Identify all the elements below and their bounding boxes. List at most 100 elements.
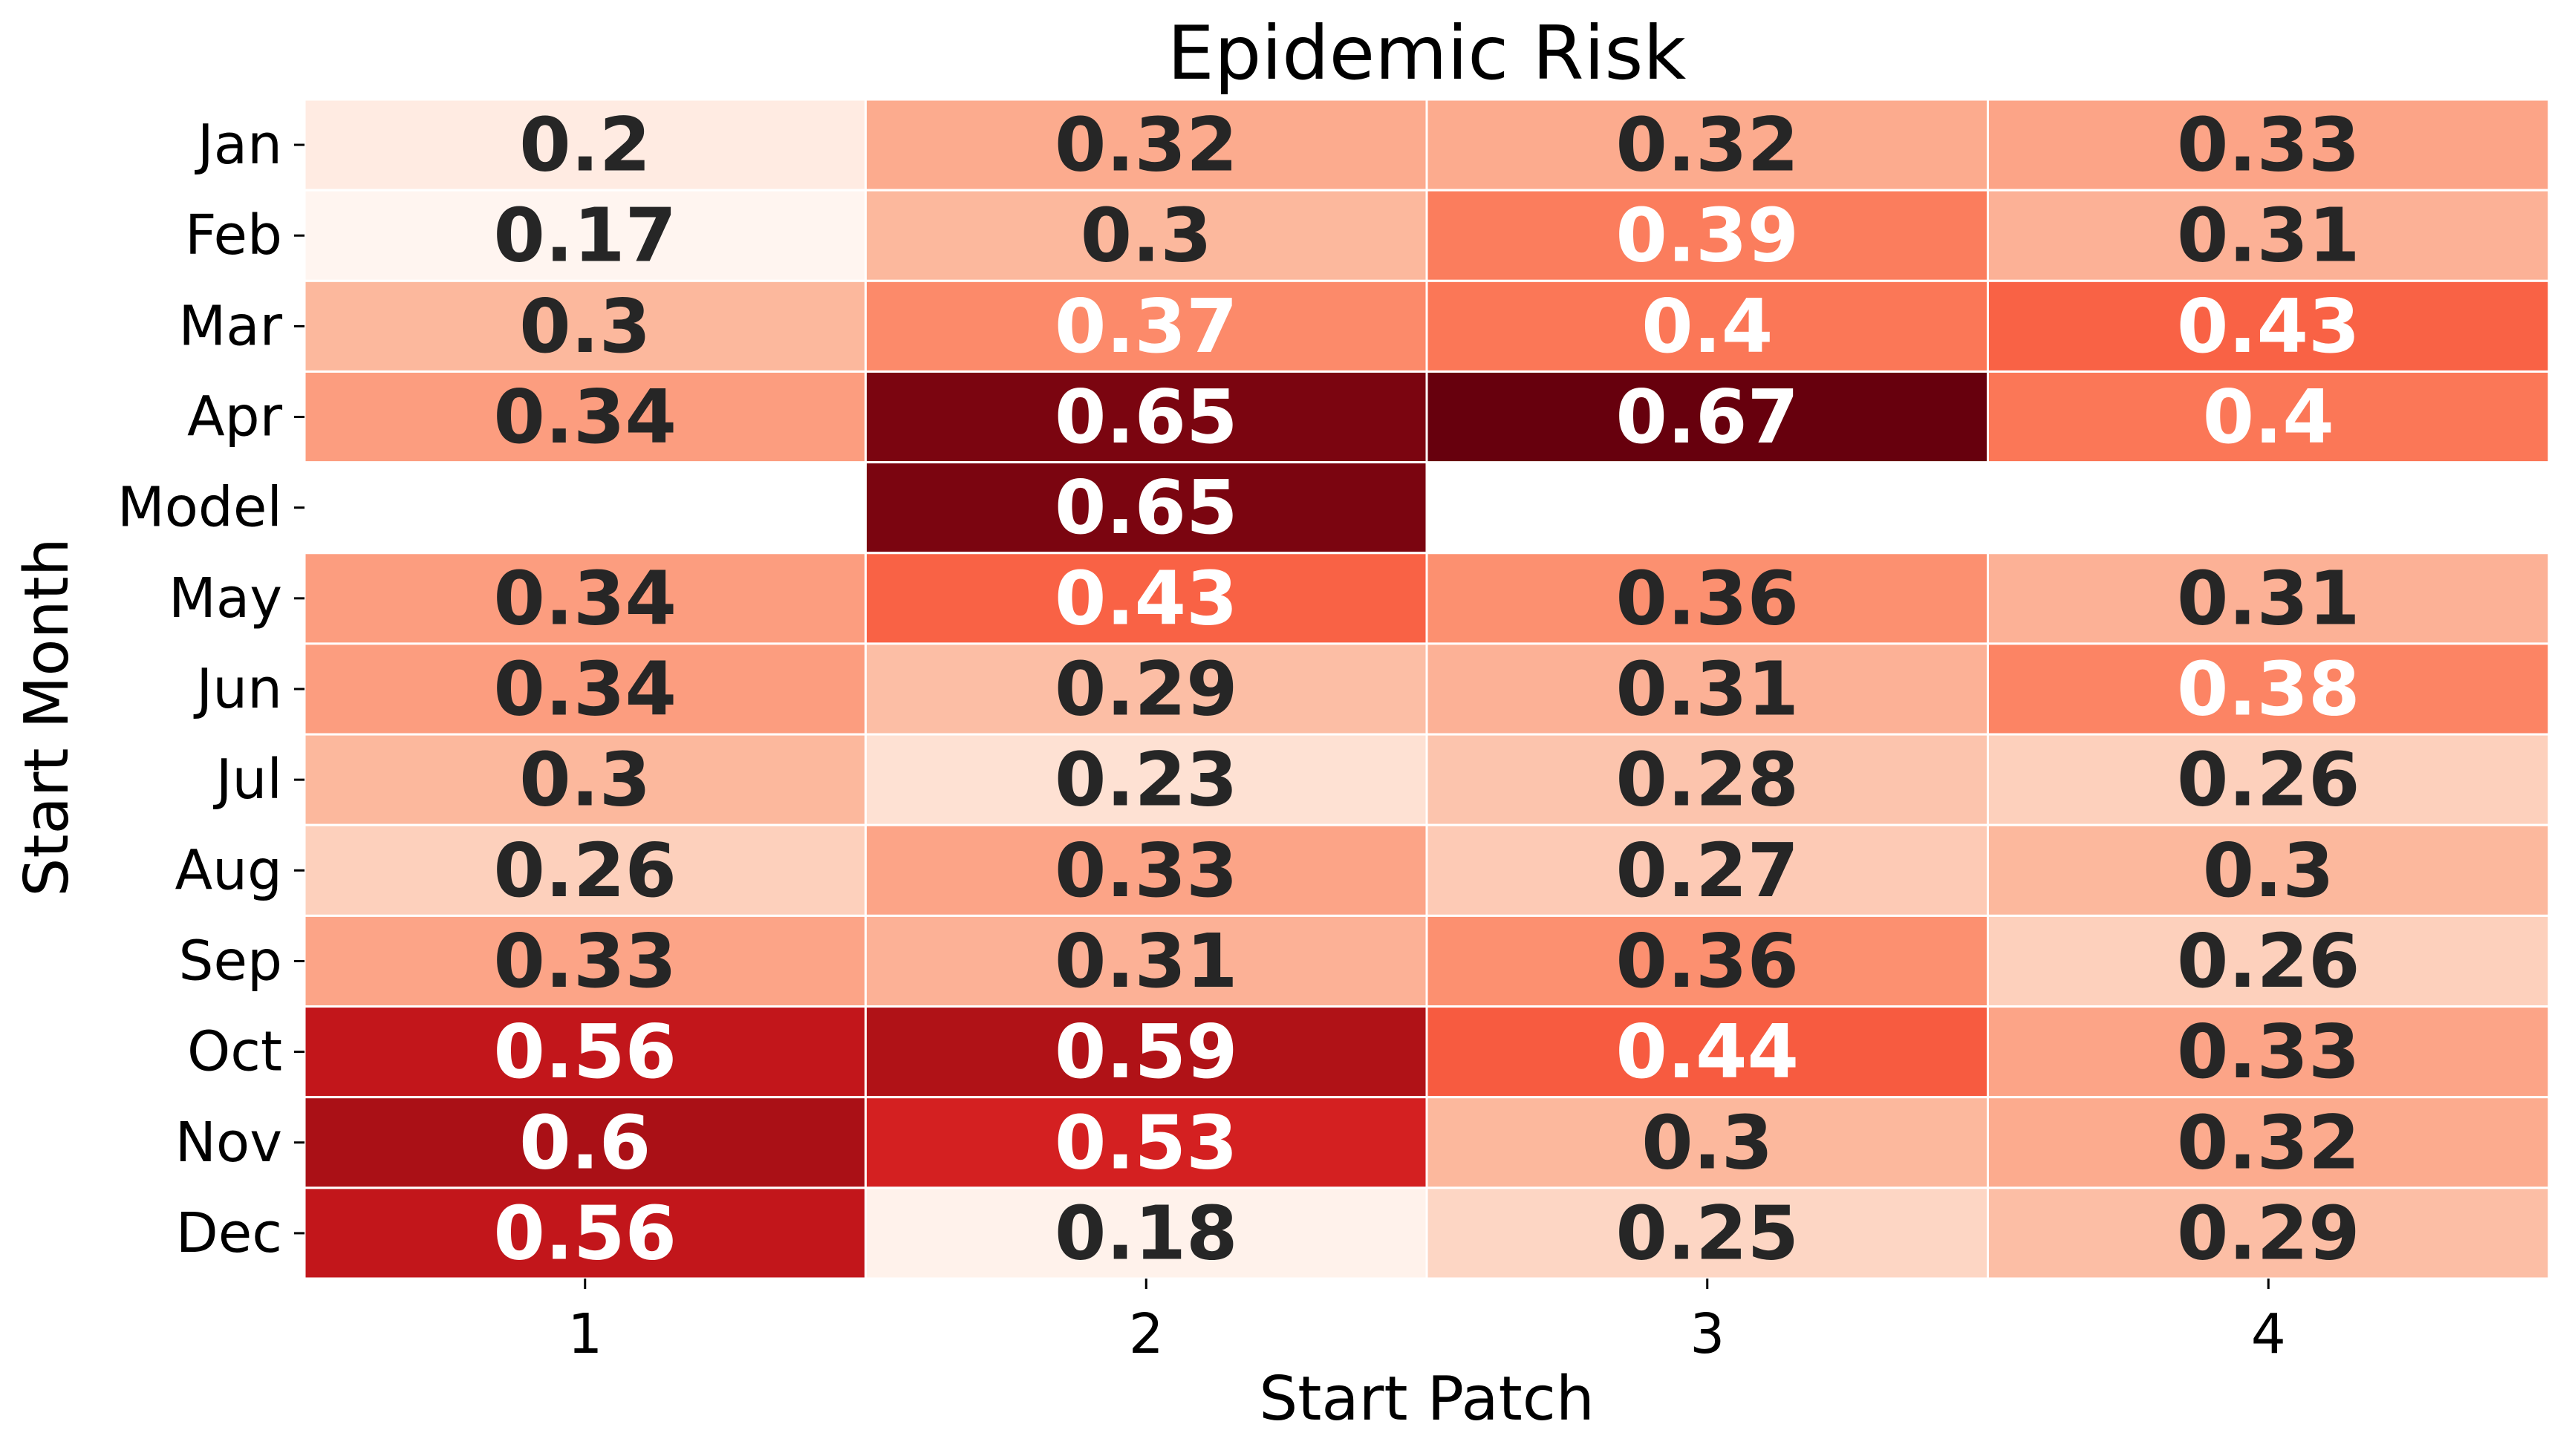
cell-value-label: 0.53: [1055, 1099, 1238, 1186]
heatmap-cell: [303, 1186, 867, 1280]
y-tick-label: Feb: [185, 203, 282, 267]
heatmap-cells: 0.2 0.32 0.32 0.330.17 0.3 0.39 0.310.3 0.37 0.4…: [303, 98, 2550, 1280]
cell-value-label: 0.31: [2177, 192, 2360, 279]
y-tick-label: Aug: [175, 838, 283, 902]
heatmap-cell: [1425, 1096, 1989, 1189]
x-axis: 1 2 3 4: [567, 1279, 2286, 1366]
cell-value-label: 0.59: [1055, 1008, 1238, 1095]
cell-value-label: 0.33: [493, 918, 677, 1005]
cell-value-label: 0.31: [1055, 918, 1238, 1005]
cell-value-label: 0.56: [493, 1008, 677, 1095]
cell-value-label: 0.65: [1055, 464, 1238, 551]
heatmap-cell: [303, 552, 867, 645]
y-tick-label: Jan: [195, 113, 282, 177]
y-tick-label: Model: [117, 476, 282, 540]
cell-value-label: 0.32: [2177, 1099, 2360, 1186]
heatmap-cell: [865, 642, 1428, 736]
cell-value-label: 0.28: [1615, 737, 1799, 823]
heatmap-cell: [1987, 552, 2550, 645]
cell-value-label: 0.3: [519, 737, 651, 823]
heatmap-cell: [865, 823, 1428, 917]
cell-value-label: 0.3: [2203, 827, 2334, 914]
cell-value-label: 0.32: [1615, 102, 1799, 189]
y-tick-label: Jul: [213, 748, 282, 812]
heatmap-cell: [303, 1096, 867, 1189]
cell-value-label: 0.17: [493, 192, 677, 279]
cell-value-label: 0.65: [1055, 373, 1238, 460]
y-tick-label: Jun: [193, 657, 282, 721]
heatmap-cell: [303, 823, 867, 917]
y-tick-label: May: [169, 567, 282, 630]
y-tick-label: Mar: [178, 294, 282, 358]
cell-value-label: 0.3: [1641, 1099, 1773, 1186]
cell-value-label: 0.33: [2177, 1008, 2360, 1095]
heatmap-cell: [1425, 642, 1989, 736]
cell-value-label: 0.2: [519, 102, 651, 189]
heatmap-cell: [303, 370, 867, 464]
cell-value-label: 0.29: [1055, 646, 1238, 733]
heatmap-cell: [303, 1005, 867, 1099]
heatmap-cell: [1425, 370, 1989, 464]
cell-value-label: 0.3: [1081, 192, 1212, 279]
cell-value-label: 0.33: [1055, 827, 1238, 914]
heatmap-cell: [865, 98, 1428, 192]
cell-value-label: 0.6: [519, 1099, 651, 1186]
heatmap-cell: [865, 370, 1428, 464]
cell-value-label: 0.26: [2177, 918, 2360, 1005]
x-tick-label: 4: [2251, 1302, 2286, 1366]
heatmap-cell: [1987, 642, 2550, 736]
cell-value-label: 0.36: [1615, 918, 1799, 1005]
heatmap-cell: [1987, 1096, 2550, 1189]
heatmap-cell: [865, 1186, 1428, 1280]
heatmap-cell: [1425, 552, 1989, 645]
cell-value-label: 0.31: [2177, 555, 2360, 642]
cell-value-label: 0.43: [1055, 555, 1238, 642]
cell-value-label: 0.34: [493, 373, 677, 460]
heatmap-cell: [1987, 189, 2550, 282]
heatmap-cell: [1425, 189, 1989, 282]
heatmap-cell: [303, 98, 867, 192]
cell-value-label: 0.27: [1615, 827, 1799, 914]
cell-value-label: 0.39: [1615, 192, 1799, 279]
y-tick-label: Dec: [176, 1201, 282, 1265]
heatmap-cell: [865, 1096, 1428, 1189]
x-tick-label: 1: [567, 1302, 602, 1366]
cell-value-label: 0.31: [1615, 646, 1799, 733]
cell-value-label: 0.3: [519, 283, 651, 370]
x-tick-label: 3: [1690, 1302, 1725, 1366]
heatmap-cell: [865, 914, 1428, 1008]
x-axis-label: Start Patch: [1259, 1364, 1595, 1434]
cell-value-label: 0.18: [1055, 1189, 1238, 1276]
heatmap-cell: [1425, 914, 1989, 1008]
heatmap-cell: [303, 733, 867, 826]
chart-title: Epidemic Risk: [1168, 10, 1687, 97]
cell-value-label: 0.44: [1615, 1008, 1799, 1095]
heatmap-cell: [1987, 1186, 2550, 1280]
cell-value-label: 0.4: [1641, 283, 1773, 370]
cell-value-label: 0.26: [2177, 737, 2360, 823]
cell-value-label: 0.34: [493, 646, 677, 733]
heatmap-cell: [1425, 1186, 1989, 1280]
heatmap-cell: [1987, 1005, 2550, 1099]
y-axis-label: Start Month: [12, 538, 82, 896]
cell-value-label: 0.33: [2177, 102, 2360, 189]
heatmap-cell: [1987, 370, 2550, 464]
heatmap-cell: [303, 642, 867, 736]
cell-value-label: 0.56: [493, 1189, 677, 1276]
heatmap-cell: [865, 1005, 1428, 1099]
cell-value-label: 0.25: [1615, 1189, 1799, 1276]
cell-value-label: 0.43: [2177, 283, 2360, 370]
cell-value-label: 0.36: [1615, 555, 1799, 642]
cell-value-label: 0.34: [493, 555, 677, 642]
x-tick-label: 2: [1129, 1302, 1164, 1366]
cell-value-label: 0.37: [1055, 283, 1238, 370]
cell-value-label: 0.38: [2177, 646, 2360, 733]
cell-value-label: 0.23: [1055, 737, 1238, 823]
heatmap-cell: [865, 461, 1428, 555]
y-tick-label: Oct: [187, 1020, 282, 1084]
cell-value-label: 0.32: [1055, 102, 1238, 189]
cell-value-label: 0.29: [2177, 1189, 2360, 1276]
cell-value-label: 0.67: [1615, 373, 1799, 460]
